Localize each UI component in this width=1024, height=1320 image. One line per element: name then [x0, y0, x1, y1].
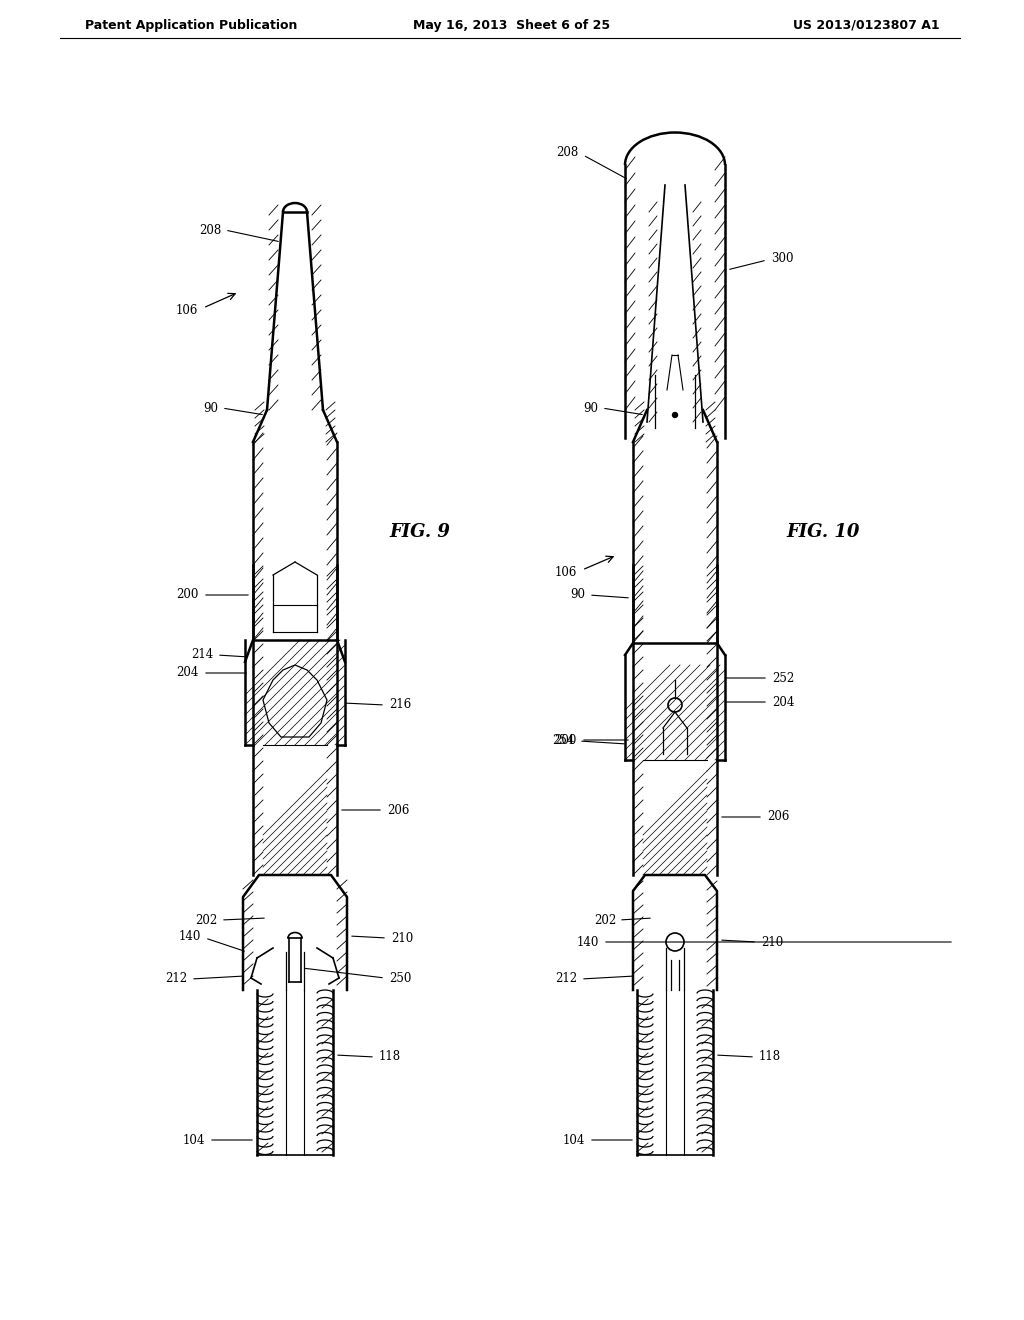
Text: 90: 90 [583, 401, 598, 414]
Text: 118: 118 [379, 1051, 401, 1064]
Text: 106: 106 [176, 304, 198, 317]
Text: 250: 250 [389, 972, 412, 985]
Text: US 2013/0123807 A1: US 2013/0123807 A1 [794, 18, 940, 32]
Text: May 16, 2013  Sheet 6 of 25: May 16, 2013 Sheet 6 of 25 [414, 18, 610, 32]
Text: 90: 90 [203, 401, 218, 414]
Circle shape [673, 412, 678, 417]
Text: Patent Application Publication: Patent Application Publication [85, 18, 297, 32]
Text: 90: 90 [570, 589, 585, 602]
Text: 200: 200 [176, 589, 199, 602]
Text: 210: 210 [761, 936, 783, 949]
Text: 212: 212 [165, 973, 187, 986]
Text: 212: 212 [555, 973, 577, 986]
Text: 140: 140 [178, 929, 201, 942]
Text: 200: 200 [555, 734, 577, 747]
Text: 104: 104 [562, 1134, 585, 1147]
Text: 208: 208 [199, 223, 221, 236]
Text: 210: 210 [391, 932, 414, 945]
Text: 208: 208 [556, 147, 578, 160]
Text: 106: 106 [555, 565, 577, 578]
Text: 206: 206 [767, 810, 790, 824]
Text: 216: 216 [389, 698, 412, 711]
Text: 204: 204 [772, 696, 795, 709]
Text: 252: 252 [772, 672, 795, 685]
Text: 204: 204 [176, 667, 199, 680]
Text: 202: 202 [594, 913, 616, 927]
Text: 140: 140 [577, 936, 599, 949]
Text: FIG. 9: FIG. 9 [389, 523, 451, 541]
Text: 254: 254 [553, 734, 575, 747]
Text: 214: 214 [190, 648, 213, 661]
Text: 118: 118 [759, 1051, 781, 1064]
Text: 300: 300 [771, 252, 794, 264]
Text: 104: 104 [182, 1134, 205, 1147]
Text: 206: 206 [387, 804, 410, 817]
Text: 202: 202 [195, 913, 217, 927]
Text: FIG. 10: FIG. 10 [786, 523, 860, 541]
